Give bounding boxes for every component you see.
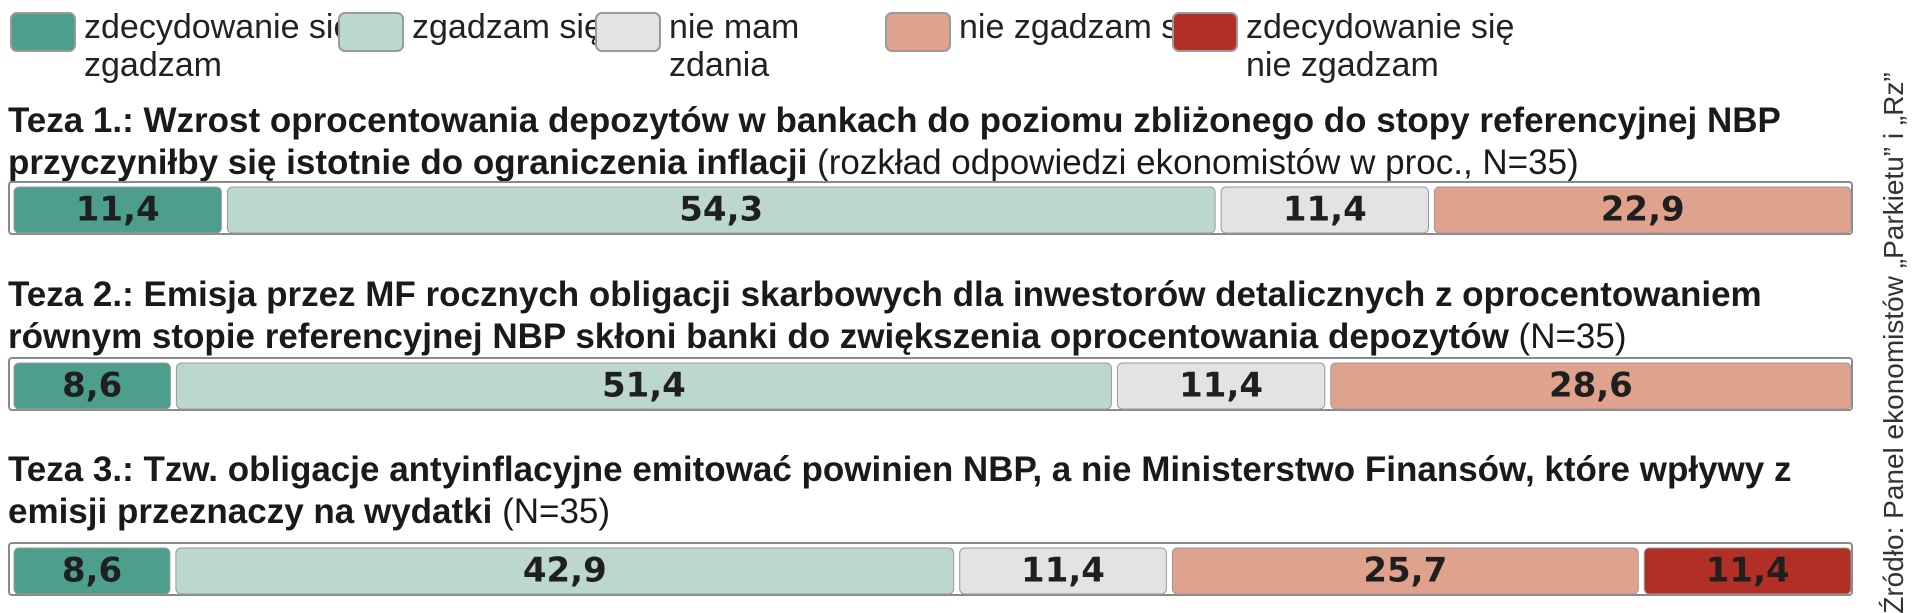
- bar-segment-strongly-agree: [13, 547, 171, 595]
- question-3-note: (N=35): [492, 492, 611, 531]
- legend-swatch-disagree: [885, 12, 951, 52]
- bar-segment-strongly-agree: [13, 362, 171, 410]
- legend-label-disagree: nie zgadzam się: [959, 8, 1205, 46]
- bar-row-3: 8,6 42,9 11,4 25,7 11,4: [8, 542, 1853, 596]
- data-label-strongly-agree: 11,4: [76, 190, 160, 230]
- bar-segment-disagree: [1171, 547, 1639, 595]
- legend-swatch-strongly-disagree: [1172, 12, 1238, 52]
- question-1-title: Teza 1.: Wzrost oprocentowania depozytów…: [8, 100, 1888, 184]
- data-label-agree: 51,4: [602, 366, 686, 406]
- data-label-strongly-disagree: 11,4: [1706, 551, 1790, 591]
- question-2-note: (N=35): [1508, 317, 1627, 356]
- bar-segment-strongly-disagree: [1643, 547, 1852, 595]
- data-label-strongly-agree: 8,6: [62, 551, 122, 591]
- question-2-title: Teza 2.: Emisja przez MF rocznych obliga…: [8, 274, 1888, 358]
- bar-svg-3: 8,6 42,9 11,4 25,7 11,4: [13, 547, 1852, 595]
- bar-segment-agree: [175, 547, 955, 595]
- question-3-bold: Teza 3.: Tzw. obligacje antyinflacyjne e…: [8, 450, 1792, 531]
- bar-segment-agree: [175, 362, 1112, 410]
- legend-label-line1: zdecydowanie się: [1246, 8, 1515, 46]
- legend-label-strongly-disagree: zdecydowanie się nie zgadzam: [1246, 8, 1514, 84]
- question-2-bold: Teza 2.: Emisja przez MF rocznych obliga…: [8, 275, 1762, 356]
- bar-row-1: 11,4 54,3 11,4 22,9: [8, 181, 1853, 235]
- legend-item-agree: zgadzam się: [338, 8, 603, 52]
- bar-svg-2: 8,6 51,4 11,4 28,6: [13, 362, 1852, 410]
- legend-label-line1: nie mam: [669, 8, 800, 46]
- legend-label-line1: zgadzam się: [412, 8, 603, 46]
- bar-segment-disagree: [1433, 186, 1852, 234]
- bar-segment-no-opinion: [959, 547, 1167, 595]
- legend-item-disagree: nie zgadzam się: [885, 8, 1205, 52]
- legend-label-line2: nie zgadzam: [1246, 46, 1439, 84]
- legend-swatch-agree: [338, 12, 404, 52]
- legend-item-no-opinion: nie mam zdania: [595, 8, 799, 84]
- bar-segment-strongly-agree: [13, 186, 222, 234]
- legend-item-strongly-agree: zdecydowanie się zgadzam: [10, 8, 352, 84]
- legend-label-line2: zgadzam: [84, 46, 222, 84]
- data-label-strongly-agree: 8,6: [62, 366, 122, 406]
- source-note: Źródło: Panel ekonomistów „Parkietu” i „…: [1874, 72, 1914, 613]
- bar-segment-disagree: [1330, 362, 1852, 410]
- legend-label-line1: nie zgadzam się: [959, 8, 1205, 46]
- bar-segment-no-opinion: [1116, 362, 1326, 410]
- bar-segment-agree: [226, 186, 1216, 234]
- legend-swatch-no-opinion: [595, 12, 661, 52]
- data-label-no-opinion: 11,4: [1179, 366, 1263, 406]
- legend-label-agree: zgadzam się: [412, 8, 603, 46]
- data-label-agree: 54,3: [679, 190, 763, 230]
- data-label-no-opinion: 11,4: [1283, 190, 1367, 230]
- legend-label-no-opinion: nie mam zdania: [669, 8, 799, 84]
- question-1-note: (rozkład odpowiedzi ekonomistów w proc.,…: [807, 143, 1579, 182]
- bar-segment-no-opinion: [1220, 186, 1429, 234]
- data-label-disagree: 22,9: [1601, 190, 1685, 230]
- legend-item-strongly-disagree: zdecydowanie się nie zgadzam: [1172, 8, 1514, 84]
- data-label-disagree: 25,7: [1363, 551, 1447, 591]
- data-label-disagree: 28,6: [1549, 366, 1633, 406]
- bar-svg-1: 11,4 54,3 11,4 22,9: [13, 186, 1852, 234]
- legend-swatch-strongly-agree: [10, 12, 76, 52]
- question-1-bold: Teza 1.: Wzrost oprocentowania depozytów…: [8, 101, 1781, 182]
- legend: zdecydowanie się zgadzam zgadzam się nie…: [10, 8, 1890, 94]
- data-label-agree: 42,9: [523, 551, 607, 591]
- legend-label-line2: zdania: [669, 46, 770, 84]
- bar-row-2: 8,6 51,4 11,4 28,6: [8, 357, 1853, 411]
- data-label-no-opinion: 11,4: [1021, 551, 1105, 591]
- legend-label-strongly-agree: zdecydowanie się zgadzam: [84, 8, 352, 84]
- legend-label-line1: zdecydowanie się: [84, 8, 353, 46]
- source-text: Źródło: Panel ekonomistów „Parkietu” i „…: [1878, 71, 1909, 613]
- question-3-title: Teza 3.: Tzw. obligacje antyinflacyjne e…: [8, 449, 1888, 533]
